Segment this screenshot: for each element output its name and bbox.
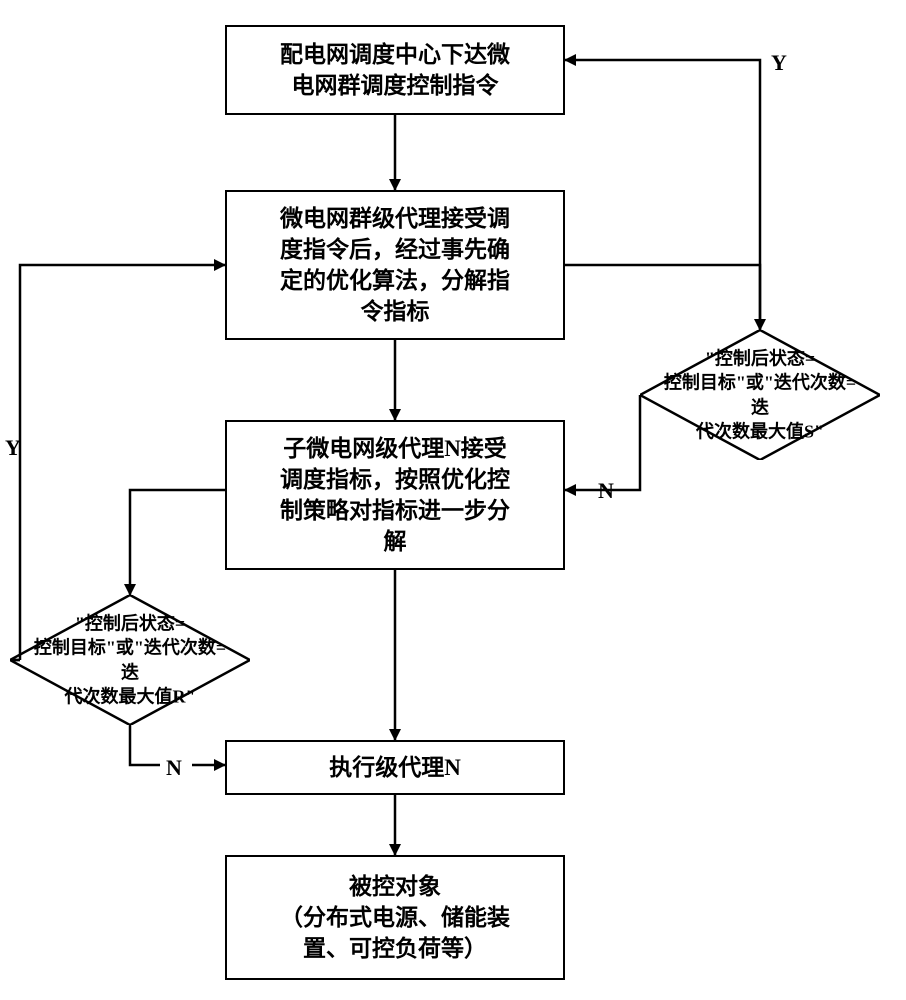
process-box-exec-agent: 执行级代理N [225,740,565,795]
box-text: 被控对象（分布式电源、储能装置、可控负荷等） [280,871,510,964]
edge-label: N [166,755,182,781]
edge-label: Y [771,50,787,76]
decision-diamond-r: "控制后状态=控制目标"或"迭代次数=迭代次数最大值R" [10,595,250,725]
process-box-dispatch-center: 配电网调度中心下达微电网群调度控制指令 [225,25,565,115]
process-box-controlled-object: 被控对象（分布式电源、储能装置、可控负荷等） [225,855,565,980]
box-text: 执行级代理N [329,752,461,783]
process-box-group-agent: 微电网群级代理接受调度指令后，经过事先确定的优化算法，分解指令指标 [225,190,565,340]
box-text: 配电网调度中心下达微电网群调度控制指令 [280,39,510,101]
diamond-text: "控制后状态=控制目标"或"迭代次数=迭代次数最大值R" [28,611,232,708]
process-box-sub-agent: 子微电网级代理N接受调度指标，按照优化控制策略对指标进一步分解 [225,420,565,570]
edge-label: N [598,478,614,504]
edge-label: Y [5,435,21,461]
diamond-text: "控制后状态=控制目标"或"迭代次数=迭代次数最大值S" [658,346,862,443]
decision-diamond-s: "控制后状态=控制目标"或"迭代次数=迭代次数最大值S" [640,330,880,460]
box-text: 微电网群级代理接受调度指令后，经过事先确定的优化算法，分解指令指标 [280,203,510,327]
box-text: 子微电网级代理N接受调度指标，按照优化控制策略对指标进一步分解 [280,433,510,557]
